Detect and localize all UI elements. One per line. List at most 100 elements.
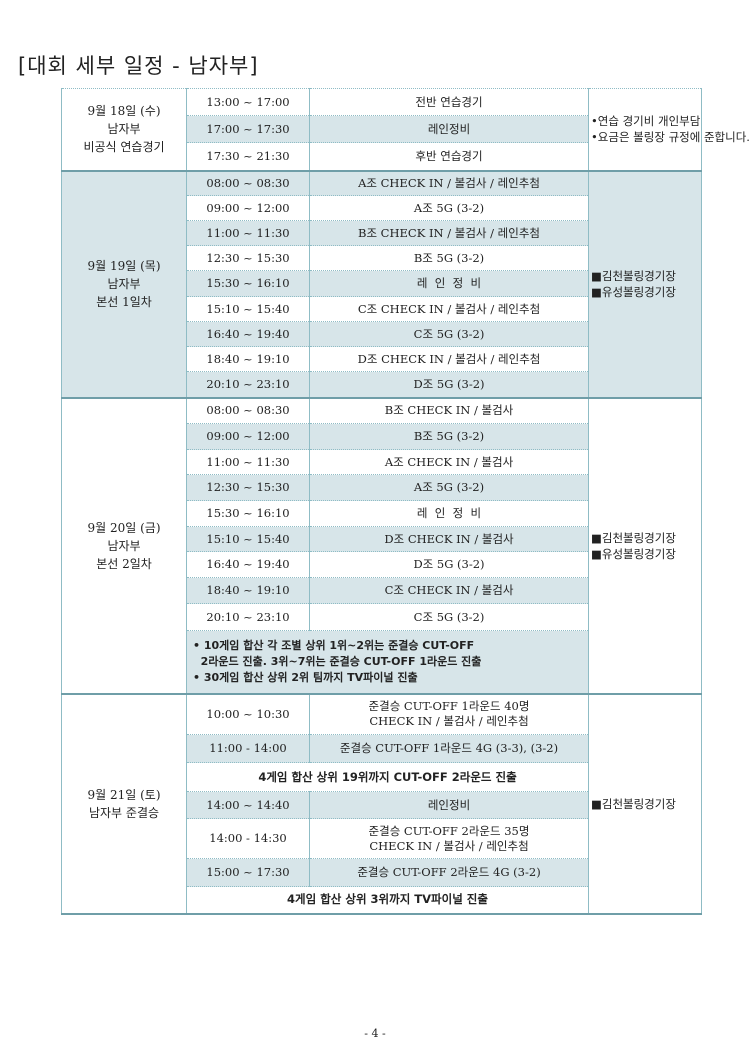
time-cell-line: 09:00 ~ 12:00 [206,200,290,215]
event-cell: A조 CHECK IN / 볼검사 / 레인추첨 [309,170,589,196]
time-cell: 12:30 ~ 15:30 [186,474,310,501]
time-cell: 10:00 ~ 10:30 [186,693,310,735]
time-cell: 09:00 ~ 12:00 [186,423,310,450]
time-cell: 09:00 ~ 12:00 [186,195,310,221]
event-cell: 준결승 CUT-OFF 1라운드 4G (3-3), (3-2) [309,734,589,763]
event-cell-line: B조 CHECK IN / 볼검사 [384,403,514,418]
schedule-table: 9월 18일 (수) 남자부 비공식 연습경기 13:00 ~ 17:00 전반 연습경… [61,88,750,915]
day-date-cell-line: 본선 2일차 [96,556,152,571]
table-row: 11:00 - 14:00 준결승 CUT-OFF 1라운드 4G (3-3), … [62,734,702,763]
table-row: 14:00 - 14:30 준결승 CUT-OFF 2라운드 35명 CHECK I… [62,818,702,859]
event-cell: C조 CHECK IN / 볼검사 [309,577,589,604]
event-cell-line: 준결승 CUT-OFF 2라운드 35명 [368,823,530,838]
event-cell: 준결승 CUT-OFF 2라운드 35명 CHECK IN / 볼검사 / 레인추… [309,818,589,859]
table-row: 17:00 ~ 17:30 레인정비 [62,115,702,143]
notes-cell: • 10게임 합산 각 조별 상위 1위~2위는 준결승 CUT-OFF 2라운… [186,630,589,695]
time-cell: 16:40 ~ 19:40 [186,551,310,578]
event-cell: D조 5G (3-2) [309,371,589,399]
table-row: 15:10 ~ 15:40 D조 CHECK IN / 볼검사 [62,526,702,552]
day-date-cell: 9월 18일 (수) 남자부 비공식 연습경기 [61,88,187,172]
time-cell: 15:30 ~ 16:10 [186,500,310,527]
event-cell: C조 CHECK IN / 볼검사 / 레인추첨 [309,296,589,322]
table-row: 11:00 ~ 11:30 B조 CHECK IN / 볼검사 / 레인추첨 [62,220,702,246]
event-cell-line: CHECK IN / 볼검사 / 레인추첨 [369,714,529,729]
event-cell-line: D조 CHECK IN / 볼검사 [384,531,514,546]
time-cell-line: 08:00 ~ 08:30 [206,175,290,190]
time-cell-line: 18:40 ~ 19:10 [206,351,290,366]
event-cell-line: A조 5G (3-2) [413,480,485,494]
time-cell: 15:10 ~ 15:40 [186,296,310,322]
event-cell: D조 CHECK IN / 볼검사 [309,526,589,552]
event-cell-line: C조 5G (3-2) [413,609,485,624]
event-cell: B조 CHECK IN / 볼검사 [309,397,589,424]
time-cell: 15:30 ~ 16:10 [186,270,310,297]
table-row: 9월 19일 (목) 남자부 본선 1일차 08:00 ~ 08:30 A조 CHECK… [61,170,702,399]
time-cell-line: 14:00 ~ 14:40 [206,797,290,812]
day-date-cell-line: 9월 19일 (목) [87,259,161,273]
time-cell: 11:00 - 14:00 [186,734,310,763]
venue-cell-line: •요금은 볼링장 규정에 준합니다. [591,130,750,145]
time-cell-line: 15:30 ~ 16:10 [206,276,290,290]
time-cell: 14:00 - 14:30 [186,818,310,859]
event-cell-line: A조 5G (3-2) [413,200,485,215]
time-cell-line: 16:40 ~ 19:40 [206,326,290,341]
event-cell-line: A조 CHECK IN / 볼검사 / 레인추첨 [358,175,540,190]
table-row: 20:10 ~ 23:10 C조 5G (3-2) [62,603,702,631]
event-cell-line: B조 5G (3-2) [413,429,485,443]
event-cell-line: A조 CHECK IN / 볼검사 [384,454,514,469]
time-cell-line: 11:00 ~ 11:30 [206,454,290,469]
time-cell: 15:10 ~ 15:40 [186,526,310,552]
day-date-cell-line: 9월 21일 (토) [87,787,161,802]
time-cell-line: 15:00 ~ 17:30 [206,865,290,879]
event-cell: 레 인 정 비 [309,270,589,297]
time-cell-line: 20:10 ~ 23:10 [206,376,290,391]
event-cell: D조 CHECK IN / 볼검사 / 레인추첨 [309,346,589,372]
venue-cell-line: ■김천볼링경기장 [591,796,676,811]
event-cell-line: 준결승 CUT-OFF 2라운드 4G (3-2) [357,865,541,879]
table-row: 16:40 ~ 19:40 D조 5G (3-2) [62,551,702,578]
summary-cell-line: 4게임 합산 상위 3위까지 TV파이널 진출 [287,892,488,907]
table-row: 20:10 ~ 23:10 D조 5G (3-2) [62,371,702,399]
event-cell-line: 후반 연습경기 [415,148,483,163]
event-cell-line: 레인정비 [427,121,471,136]
time-cell: 20:10 ~ 23:10 [186,603,310,631]
time-cell-line: 09:00 ~ 12:00 [206,429,290,443]
event-cell-line: 레 인 정 비 [416,506,482,520]
event-cell-line: D조 5G (3-2) [413,376,485,391]
event-cell: C조 5G (3-2) [309,603,589,631]
time-cell: 18:40 ~ 19:10 [186,577,310,604]
summary-cell: 4게임 합산 상위 3위까지 TV파이널 진출 [186,886,589,915]
event-cell-line: 준결승 CUT-OFF 1라운드 4G (3-3), (3-2) [339,741,559,755]
time-cell: 12:30 ~ 15:30 [186,245,310,271]
event-cell-line: C조 CHECK IN / 볼검사 / 레인추첨 [357,301,541,316]
event-cell: D조 5G (3-2) [309,551,589,578]
time-cell: 18:40 ~ 19:10 [186,346,310,372]
time-cell-line: 11:00 - 14:00 [209,741,287,755]
time-cell-line: 10:00 ~ 10:30 [206,706,290,721]
time-cell-line: 18:40 ~ 19:10 [206,583,290,597]
venue-cell-line: ■김천볼링경기장 [591,269,676,283]
event-cell: 준결승 CUT-OFF 2라운드 4G (3-2) [309,858,589,887]
event-cell: 준결승 CUT-OFF 1라운드 40명 CHECK IN / 볼검사 / 레인추… [309,693,589,735]
event-cell: A조 5G (3-2) [309,195,589,221]
table-row: 09:00 ~ 12:00 B조 5G (3-2) [62,423,702,450]
event-cell: 레인정비 [309,791,589,819]
notes-cell-line: 2라운드 진출. 3위~7위는 준결승 CUT-OFF 1라운드 진출 [193,654,482,668]
event-cell-line: 레 인 정 비 [416,276,482,290]
time-cell-line: 11:00 ~ 11:30 [206,225,290,240]
table-row: 12:30 ~ 15:30 B조 5G (3-2) [62,245,702,271]
time-cell-line: 16:40 ~ 19:40 [206,557,290,571]
table-row: 9월 20일 (금) 남자부 본선 2일차 08:00 ~ 08:30 B조 CHECK… [61,397,702,695]
day-date-cell: 9월 19일 (목) 남자부 본선 1일차 [61,170,187,399]
day-date-cell: 9월 21일 (토) 남자부 준결승 [61,693,187,915]
table-row: 15:10 ~ 15:40 C조 CHECK IN / 볼검사 / 레인추첨 [62,296,702,322]
event-cell: B조 CHECK IN / 볼검사 / 레인추첨 [309,220,589,246]
event-cell: 레 인 정 비 [309,500,589,527]
event-cell: A조 CHECK IN / 볼검사 [309,449,589,475]
event-cell: 후반 연습경기 [309,142,589,172]
event-cell-line: 레인정비 [427,797,471,812]
time-cell: 14:00 ~ 14:40 [186,791,310,819]
event-cell-line: C조 5G (3-2) [413,326,485,341]
venue-cell-line: ■유성볼링경기장 [591,546,676,561]
